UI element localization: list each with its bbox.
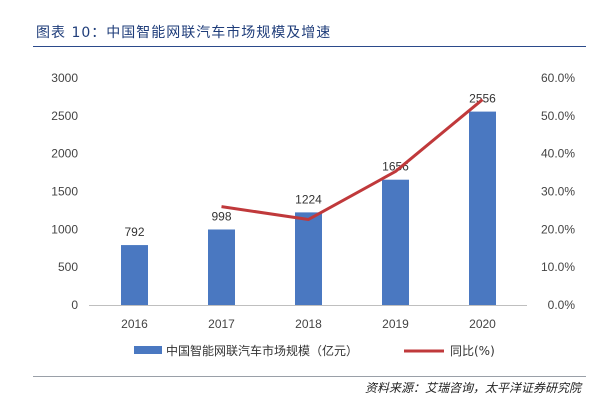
y-tick-label: 1500 bbox=[51, 185, 78, 199]
x-tick-label: 2016 bbox=[121, 317, 148, 331]
x-tick-label: 2019 bbox=[382, 317, 409, 331]
chart-title: 图表 10：中国智能网联汽车市场规模及增速 bbox=[36, 25, 332, 41]
title-underline bbox=[33, 46, 586, 47]
x-tick-label: 2018 bbox=[295, 317, 322, 331]
bar-value-label: 792 bbox=[124, 225, 144, 239]
y2-tick-label: 20.0% bbox=[541, 222, 575, 236]
bar-value-label: 1656 bbox=[382, 160, 409, 174]
bar-value-label: 998 bbox=[211, 209, 231, 223]
legend-bar-swatch bbox=[134, 346, 162, 354]
y2-tick-label: 60.0% bbox=[541, 71, 575, 85]
source-note: 资料来源：艾瑞咨询，太平洋证券研究院 bbox=[364, 381, 581, 395]
legend-bar-label: 中国智能网联汽车市场规模（亿元） bbox=[166, 343, 358, 358]
y2-tick-label: 0.0% bbox=[548, 298, 576, 312]
bar bbox=[208, 229, 235, 305]
y2-tick-label: 10.0% bbox=[541, 260, 575, 274]
bar bbox=[121, 245, 148, 305]
x-tick-label: 2017 bbox=[208, 317, 235, 331]
y-tick-label: 1000 bbox=[51, 222, 78, 236]
y-tick-label: 2000 bbox=[51, 147, 78, 161]
y-tick-label: 2500 bbox=[51, 109, 78, 123]
growth-line bbox=[221, 98, 484, 221]
bar bbox=[469, 111, 496, 305]
y-tick-label: 0 bbox=[71, 298, 78, 312]
y-tick-label: 500 bbox=[58, 260, 78, 274]
y2-tick-label: 40.0% bbox=[541, 147, 575, 161]
bar bbox=[295, 212, 322, 305]
bar-value-label: 2556 bbox=[469, 92, 496, 106]
bar-value-label: 1224 bbox=[295, 192, 322, 206]
footer-rule bbox=[33, 376, 586, 377]
bar bbox=[382, 179, 409, 305]
legend-line-label: 同比(%) bbox=[450, 344, 495, 358]
y-tick-label: 3000 bbox=[51, 71, 78, 85]
x-tick-label: 2020 bbox=[469, 317, 496, 331]
y2-tick-label: 50.0% bbox=[541, 109, 575, 123]
y2-tick-label: 30.0% bbox=[541, 185, 575, 199]
